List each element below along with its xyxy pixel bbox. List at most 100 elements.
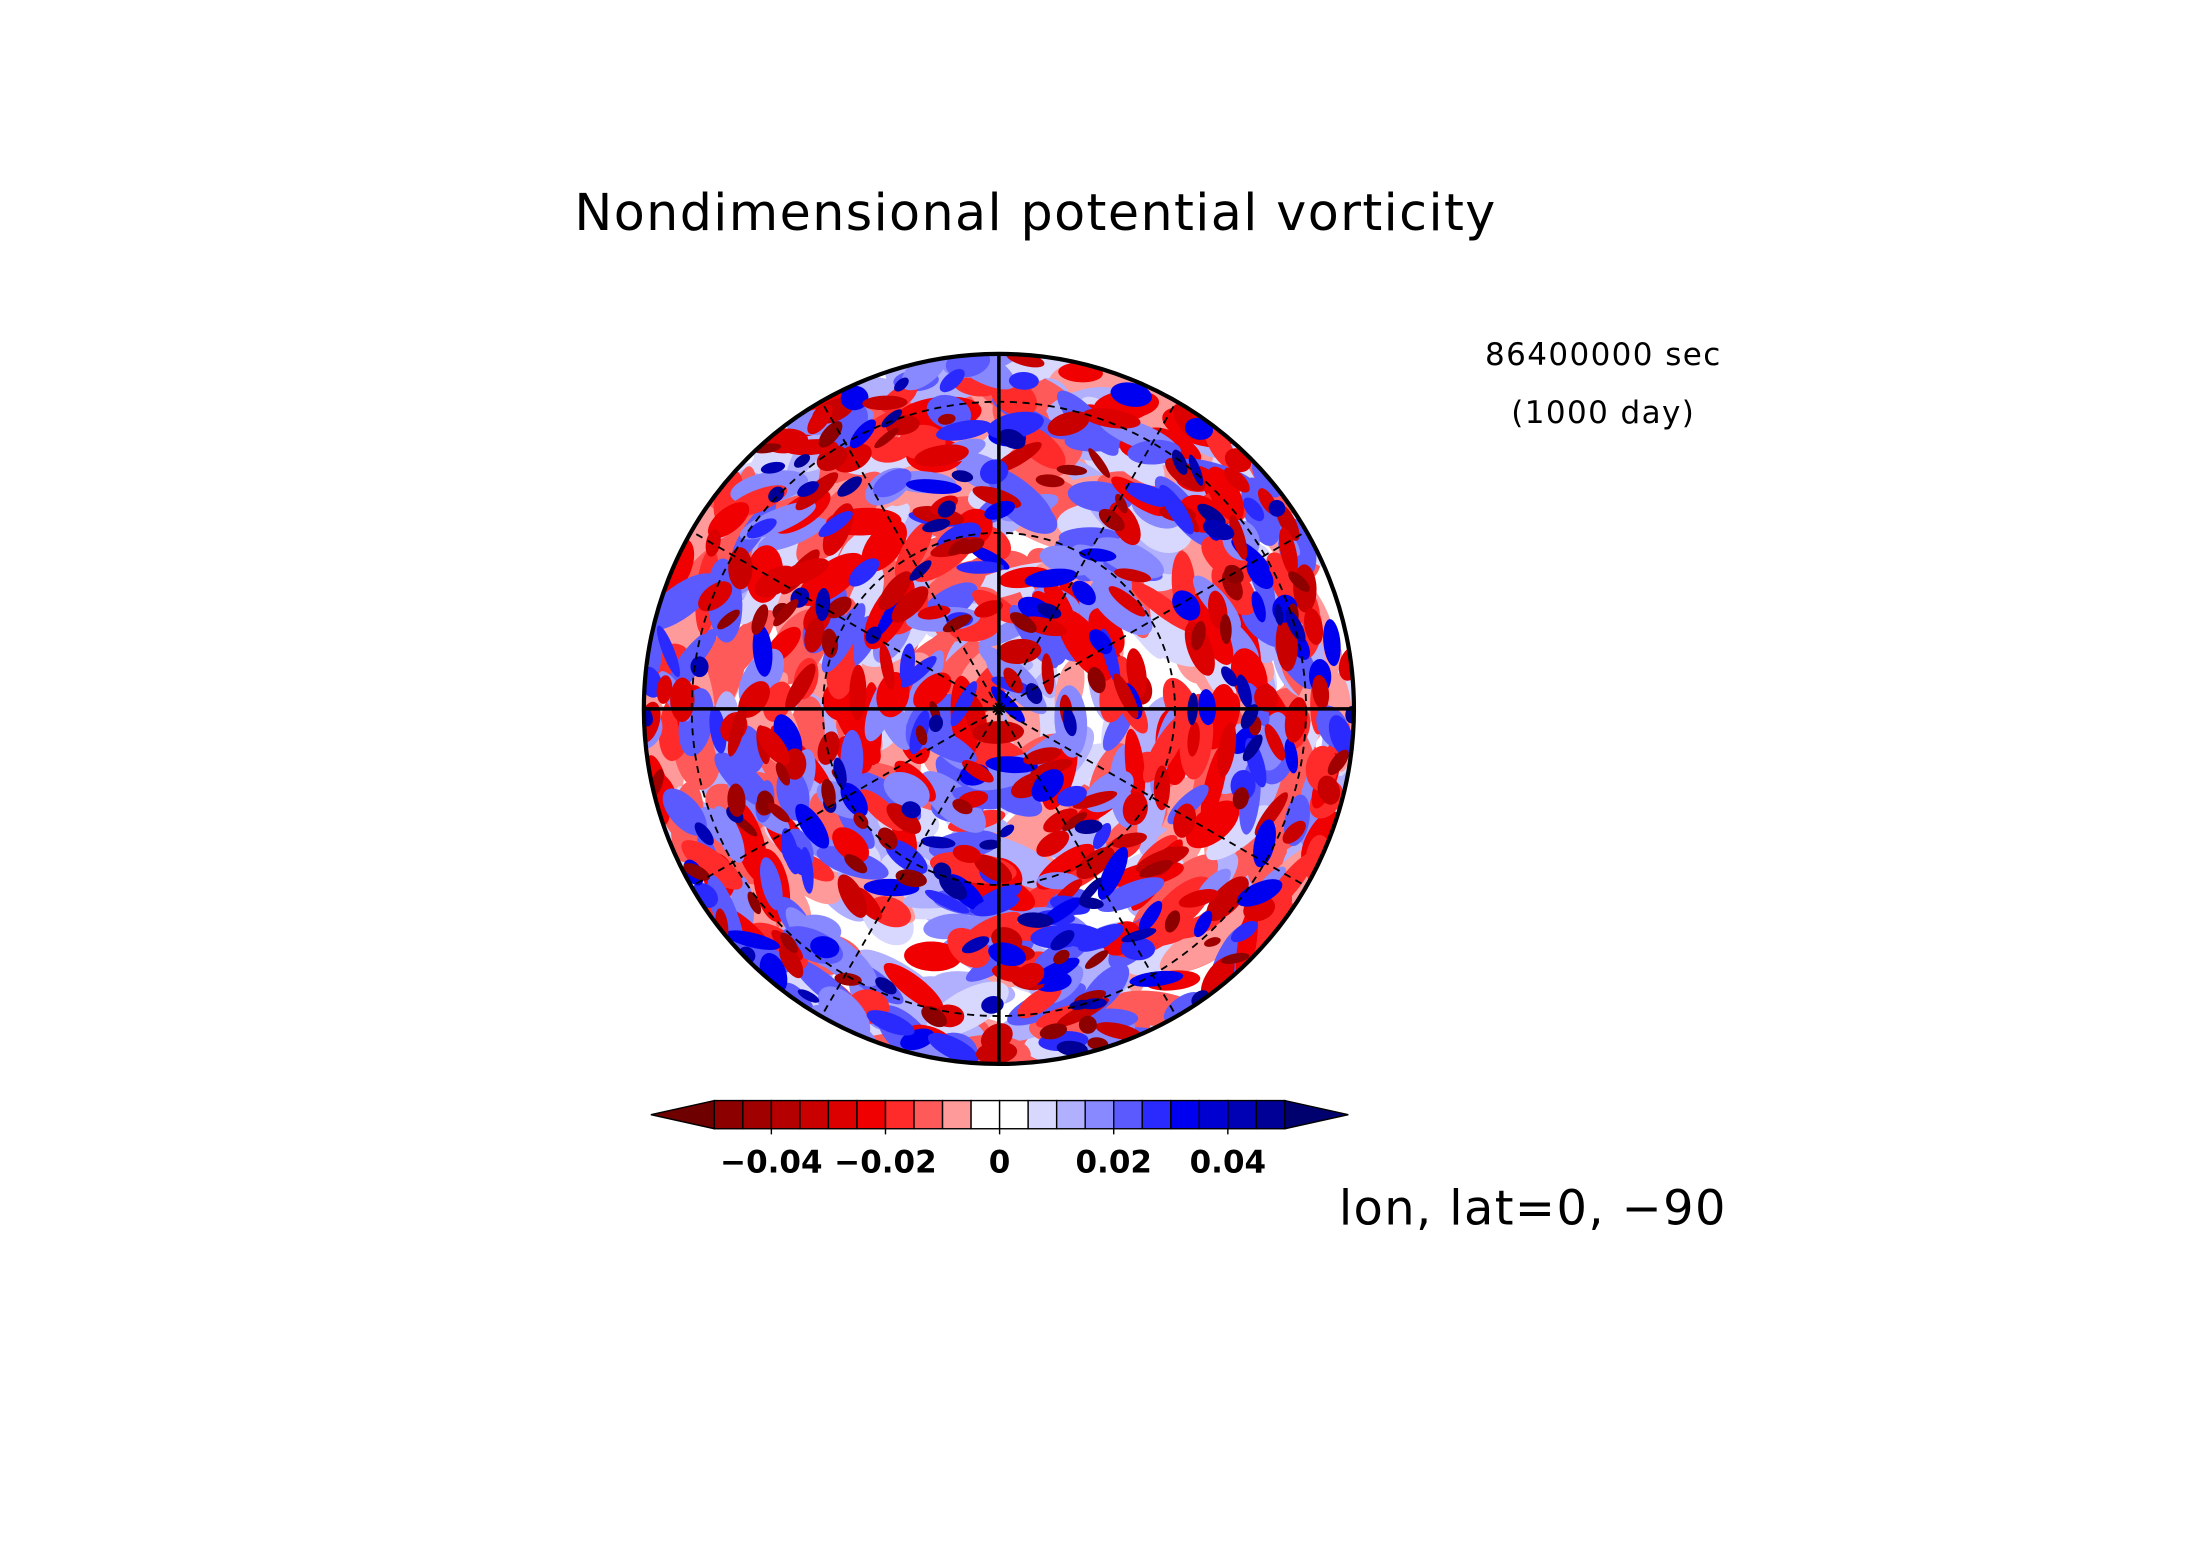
field-blob [656,675,673,704]
field-blob [1193,910,1213,938]
field-blob [848,558,880,587]
field-blob [1202,519,1235,541]
field-blob [1282,820,1306,844]
field-blob [1017,984,1062,1019]
field-blob [1056,785,1087,807]
field-blob [760,857,783,911]
field-blob [773,599,799,627]
field-blob [1274,603,1284,626]
field-blob [1251,591,1266,623]
field-blob [1122,792,1148,826]
field-blob [768,486,785,503]
field-blob [1098,508,1125,532]
field-blob [849,664,867,721]
field-blob [1153,765,1171,811]
field-blob [917,605,951,620]
field-blob [878,571,912,611]
field-blob [683,863,710,881]
field-blob [1031,769,1064,802]
field-blob [1109,502,1141,546]
field-blob [1036,830,1070,857]
field-blob [1023,747,1062,765]
field-blob [757,517,827,552]
colorbar-box [1055,1099,1086,1130]
field-blob [1097,877,1165,912]
field-blob [1191,620,1206,651]
field-blob [1076,847,1115,880]
field-blob [793,454,811,468]
field-blob [1093,537,1164,579]
field-blob [1035,474,1065,488]
field-blob [818,421,843,448]
field-blob [879,643,895,690]
field-blob [1217,722,1237,778]
field-blob [1088,448,1111,478]
field-blob [875,977,897,995]
field-blob [698,581,733,612]
field-blob [1082,408,1141,429]
field-blob [1323,619,1341,667]
field-blob [1062,708,1077,737]
field-blob [909,560,932,581]
field-blob [1078,877,1103,904]
field-blob [804,618,825,653]
field-blob [707,502,750,539]
field-blob [1108,586,1146,617]
field-blob [1186,800,1240,849]
field-blob [1197,503,1226,526]
field-blob [1015,962,1045,988]
colorbar-tick-label: 0 [989,1144,1011,1180]
field-blob [747,891,762,915]
field-blob [656,625,680,678]
field-blob [1172,590,1201,621]
field-blob [1078,1015,1097,1034]
colorbar-box [1027,1099,1058,1130]
field-blob [752,624,773,677]
field-blob [939,873,967,900]
field-blob [904,941,962,972]
field-blob [928,714,944,733]
field-blob [1164,910,1181,933]
field-blob [1072,790,1118,809]
field-blob [1187,721,1200,757]
field-blob [1115,493,1128,514]
meridian-dashed [820,400,1000,710]
field-blob [901,801,921,819]
field-blob [1047,411,1090,437]
field-blob [998,428,1026,450]
colorbar-box [1227,1099,1258,1130]
field-blob [1095,1022,1142,1041]
map-border [641,351,1357,1067]
field-blob [922,518,951,533]
field-blob [927,1032,979,1064]
field-blob [1268,499,1286,517]
field-blob [1008,371,1039,390]
field-blob [727,705,747,757]
field-blob [728,547,753,590]
field-blob [1127,439,1181,465]
meridian-dashed [820,708,1000,1017]
field-blob [849,419,876,449]
field-blob [644,573,716,631]
day-label: (1000 day) [1511,395,1695,431]
field-blob [1312,674,1330,710]
field-blob [1219,614,1232,645]
field-blob [1036,603,1062,619]
field-blob [937,500,956,518]
field-blob [962,760,994,783]
colorbar-tick-label: 0.02 [1075,1144,1151,1180]
field-blob [1121,928,1157,943]
colorbar-box [913,1099,944,1130]
colorbar-box [856,1099,887,1130]
field-blob [1084,950,1109,969]
field-blob [810,936,840,959]
field-blob [1254,684,1279,712]
field-blob [1113,673,1139,719]
field-blob [1043,808,1078,833]
field-blob [980,1023,1013,1052]
field-blob [1087,666,1106,694]
field-blob [1089,629,1113,655]
colorbar-box [1198,1099,1229,1130]
time-label: 86400000 sec [1485,337,1722,373]
field-blob [785,663,816,711]
